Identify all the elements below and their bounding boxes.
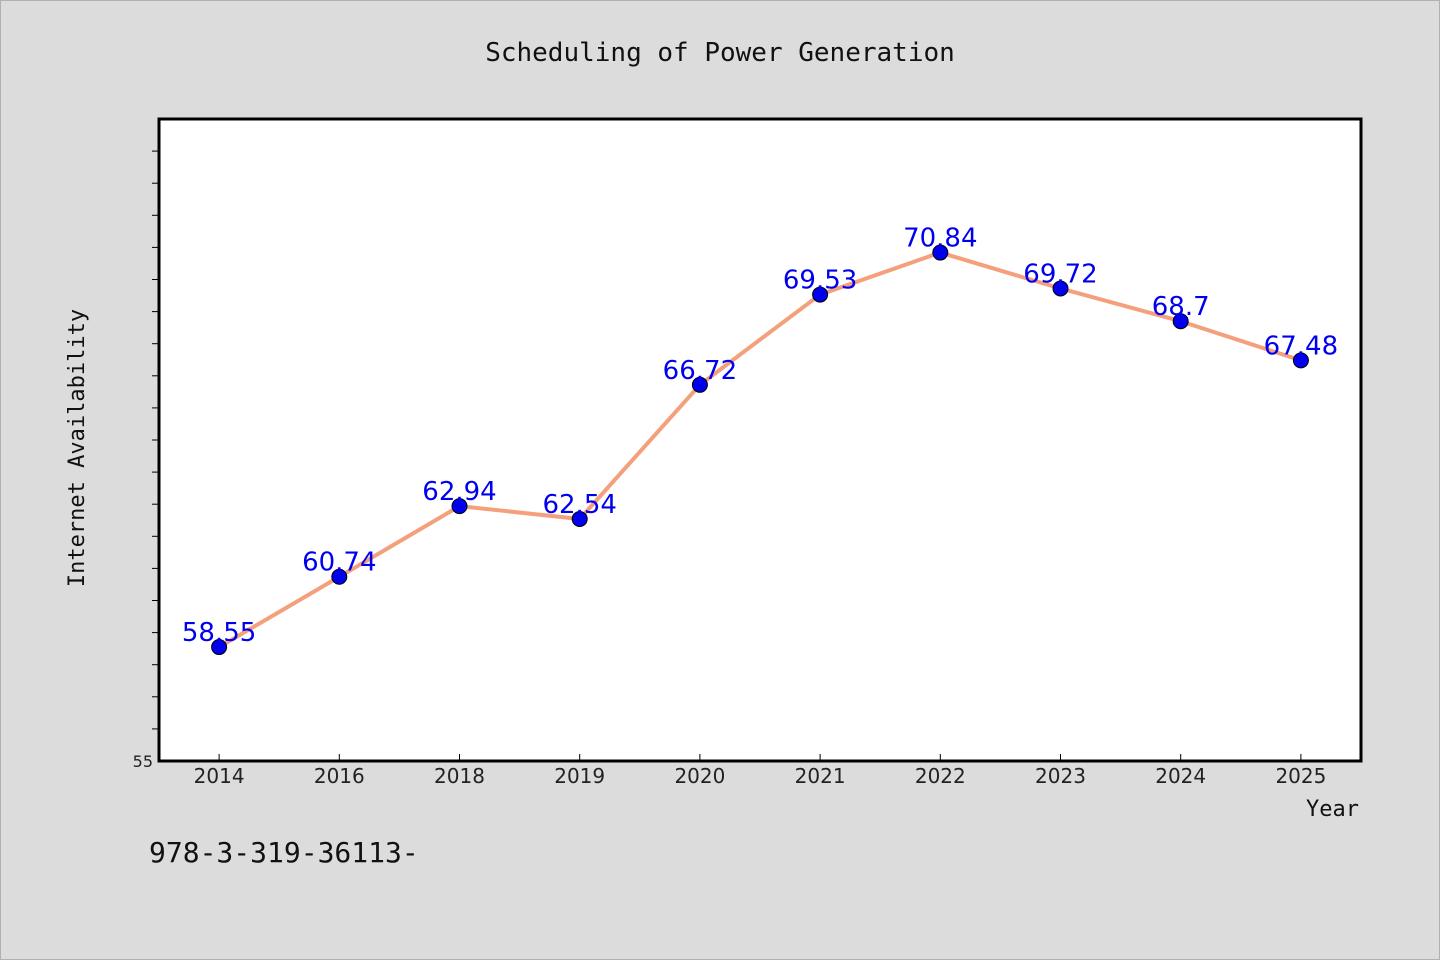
plot-area — [157, 117, 1363, 763]
data-point — [691, 376, 708, 393]
x-tick-label: 2021 — [795, 764, 846, 788]
y-tick-label: 55 — [133, 752, 153, 771]
data-point — [1172, 313, 1189, 330]
x-tick-label: 2024 — [1155, 764, 1206, 788]
y-axis-ticks: 55 — [133, 150, 159, 771]
data-label: 70.84 — [903, 224, 977, 254]
data-label: 66.72 — [663, 356, 737, 386]
x-tick-label: 2020 — [674, 764, 725, 788]
data-label: 67.48 — [1264, 331, 1338, 361]
data-label: 60.74 — [302, 548, 376, 578]
x-tick-label: 2018 — [434, 764, 485, 788]
x-axis-ticks: 2014 2016 2018 2019 2020 2021 2022 2023 2024 2025 — [194, 754, 1326, 788]
data-label: 62.54 — [542, 490, 616, 520]
isbn-footer-text: 978-3-319-36113- — [149, 836, 419, 869]
chart-title: Scheduling of Power Generation — [485, 38, 955, 68]
series-layer: 58.55 60.74 62.94 62.54 66.72 69.53 70.84 69.72… — [182, 224, 1338, 656]
x-tick-label: 2014 — [194, 764, 245, 788]
series-line — [218, 250, 1302, 649]
data-label: 68.7 — [1152, 292, 1210, 322]
data-point — [932, 244, 949, 261]
x-tick-label: 2022 — [915, 764, 966, 788]
x-tick-label: 2019 — [554, 764, 605, 788]
data-point — [1292, 352, 1309, 369]
x-axis-label: Year — [1306, 797, 1359, 822]
x-tick-label: 2025 — [1275, 764, 1326, 788]
y-axis-label: Internet Availability — [65, 309, 90, 587]
data-label: 69.72 — [1023, 259, 1097, 289]
data-label: 62.94 — [422, 477, 496, 507]
data-point — [571, 510, 588, 527]
x-tick-label: 2023 — [1035, 764, 1086, 788]
data-point — [331, 568, 348, 585]
data-point — [1052, 280, 1069, 297]
data-point — [211, 639, 228, 656]
data-point — [812, 286, 829, 303]
data-label: 58.55 — [182, 618, 256, 648]
data-label: 69.53 — [783, 266, 857, 296]
x-tick-label: 2016 — [314, 764, 365, 788]
data-point — [451, 498, 468, 515]
